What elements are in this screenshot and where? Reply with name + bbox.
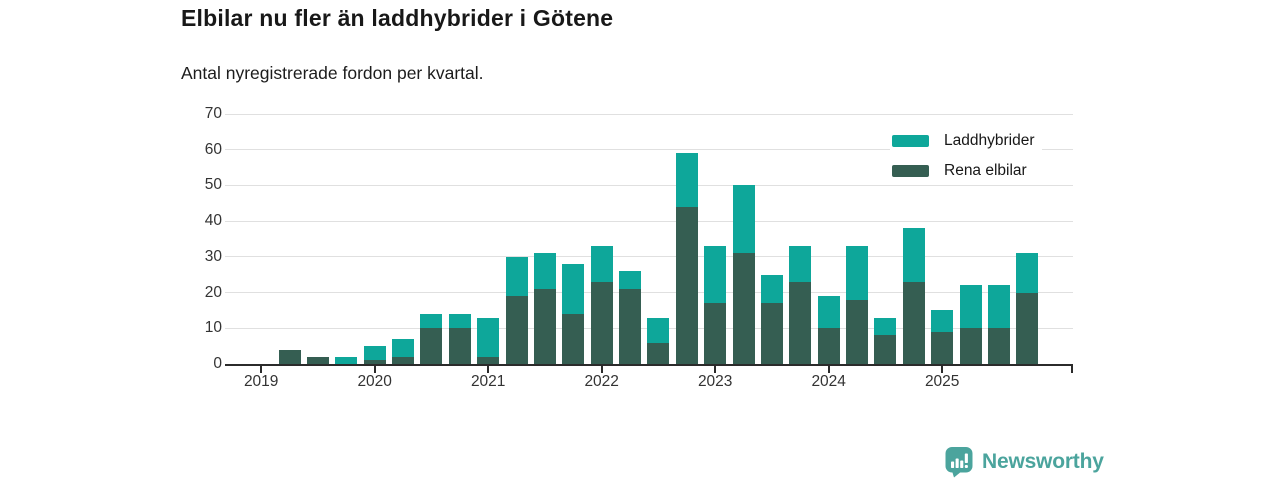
bar-2021-Q4-rena-elbilar [562, 314, 585, 364]
bar-2022-Q4-laddhybrider [675, 153, 698, 207]
bar-2024-Q1-laddhybrider [817, 296, 840, 329]
chart-subtitle: Antal nyregistrerade fordon per kvartal. [181, 63, 484, 83]
y-axis-tick-label: 60 [204, 140, 222, 158]
bar-2024-Q4-laddhybrider [902, 228, 925, 282]
bar-2023-Q2-rena-elbilar [732, 253, 755, 364]
bar-2023-Q2-laddhybrider [732, 185, 755, 254]
x-axis-line [225, 364, 1073, 366]
bar-2020-Q3-rena-elbilar [420, 328, 443, 364]
y-axis-tick-label: 40 [204, 212, 222, 230]
brand-name: Newsworthy [982, 450, 1104, 473]
bar-2024-Q4-rena-elbilar [902, 281, 925, 364]
bar-2021-Q1-laddhybrider [477, 317, 500, 357]
y-axis-tick-label: 0 [213, 355, 222, 372]
bar-2024-Q2-laddhybrider [846, 246, 869, 300]
bar-2019-Q2-rena-elbilar [278, 349, 301, 364]
gridline [225, 292, 1073, 294]
bar-2022-Q1-rena-elbilar [590, 281, 613, 364]
bar-2021-Q2-rena-elbilar [505, 296, 528, 364]
bar-2020-Q4-laddhybrider [448, 314, 471, 329]
bar-2024-Q1-rena-elbilar [817, 328, 840, 364]
x-axis-tick [600, 366, 603, 373]
bar-2025-Q2-laddhybrider [959, 285, 982, 329]
bar-2022-Q2-rena-elbilar [619, 289, 642, 364]
bar-2025-Q1-rena-elbilar [931, 331, 954, 364]
bar-2023-Q4-laddhybrider [789, 246, 812, 282]
bar-2022-Q3-rena-elbilar [647, 342, 670, 364]
y-axis-tick-label: 50 [204, 176, 222, 194]
bar-2025-Q1-laddhybrider [931, 310, 954, 332]
bar-2025-Q4-rena-elbilar [1016, 292, 1039, 364]
legend-swatch-laddhybrider [892, 134, 929, 147]
y-axis-tick-label: 20 [204, 283, 222, 301]
chart-title: Elbilar nu fler än laddhybrider i Götene [181, 5, 614, 31]
x-axis-tick [827, 366, 830, 373]
x-axis-tick [714, 366, 717, 373]
bar-2021-Q2-laddhybrider [505, 256, 528, 297]
bar-2021-Q4-laddhybrider [562, 264, 585, 314]
bar-2023-Q3-rena-elbilar [760, 303, 783, 364]
bar-2021-Q3-rena-elbilar [533, 289, 556, 364]
bar-2023-Q1-rena-elbilar [704, 303, 727, 364]
bar-2022-Q2-laddhybrider [619, 271, 642, 289]
bar-2021-Q3-laddhybrider [533, 253, 556, 289]
bar-2020-Q2-laddhybrider [392, 339, 415, 357]
y-axis-tick-label: 10 [204, 319, 222, 337]
y-axis-tick-label: 30 [204, 247, 222, 265]
x-axis-tick [941, 366, 944, 373]
gridline [225, 149, 1073, 151]
brand-footer: Newsworthy [944, 446, 1104, 478]
bar-2022-Q3-laddhybrider [647, 317, 670, 343]
x-axis-tick-label: 2023 [697, 373, 733, 390]
bar-2023-Q4-rena-elbilar [789, 281, 812, 364]
legend-item-rena-elbilar: Rena elbilar [890, 158, 1043, 183]
bar-2022-Q1-laddhybrider [590, 246, 613, 282]
x-axis-tick-label: 2025 [924, 373, 960, 390]
bar-2020-Q1-rena-elbilar [363, 360, 386, 364]
bar-2022-Q4-rena-elbilar [675, 206, 698, 364]
bar-2025-Q3-laddhybrider [987, 285, 1010, 329]
y-axis-tick-label: 70 [204, 105, 222, 122]
bar-2020-Q2-rena-elbilar [392, 356, 415, 364]
x-axis-tick-label: 2019 [243, 373, 279, 390]
bar-2019-Q4-laddhybrider [335, 356, 358, 364]
bar-2024-Q3-laddhybrider [874, 317, 897, 336]
x-axis-tick-label: 2024 [811, 373, 846, 390]
legend-label-laddhybrider: Laddhybrider [944, 131, 1035, 149]
gridline [225, 220, 1073, 222]
legend-label-rena-elbilar: Rena elbilar [944, 161, 1027, 179]
bar-2025-Q4-laddhybrider [1016, 253, 1039, 293]
bar-2024-Q3-rena-elbilar [874, 335, 897, 364]
gridline [225, 113, 1073, 115]
x-axis-tick [373, 366, 376, 373]
gridline [225, 256, 1073, 258]
legend: Laddhybrider Rena elbilar [890, 128, 1043, 183]
newsworthy-logo-icon [945, 447, 973, 478]
bar-2023-Q1-laddhybrider [704, 246, 727, 304]
x-axis-tick-label: 2022 [584, 373, 619, 390]
bar-2024-Q2-rena-elbilar [846, 299, 869, 364]
x-axis-end-tick [1071, 366, 1073, 373]
bar-2019-Q3-rena-elbilar [306, 356, 329, 364]
x-axis-tick-label: 2020 [357, 373, 392, 390]
gridline [225, 184, 1073, 186]
legend-swatch-rena-elbilar [892, 164, 929, 177]
x-axis-tick [487, 366, 490, 373]
bar-2023-Q3-laddhybrider [760, 274, 783, 304]
bar-2020-Q1-laddhybrider [363, 346, 386, 361]
x-axis-tick [260, 366, 263, 373]
bar-2021-Q1-rena-elbilar [477, 356, 500, 364]
bar-2025-Q2-rena-elbilar [959, 328, 982, 364]
legend-item-laddhybrider: Laddhybrider [890, 128, 1043, 153]
bar-2020-Q3-laddhybrider [420, 314, 443, 329]
bar-2020-Q4-rena-elbilar [448, 328, 471, 364]
bar-2025-Q3-rena-elbilar [987, 328, 1010, 364]
x-axis-tick-label: 2021 [470, 373, 506, 390]
